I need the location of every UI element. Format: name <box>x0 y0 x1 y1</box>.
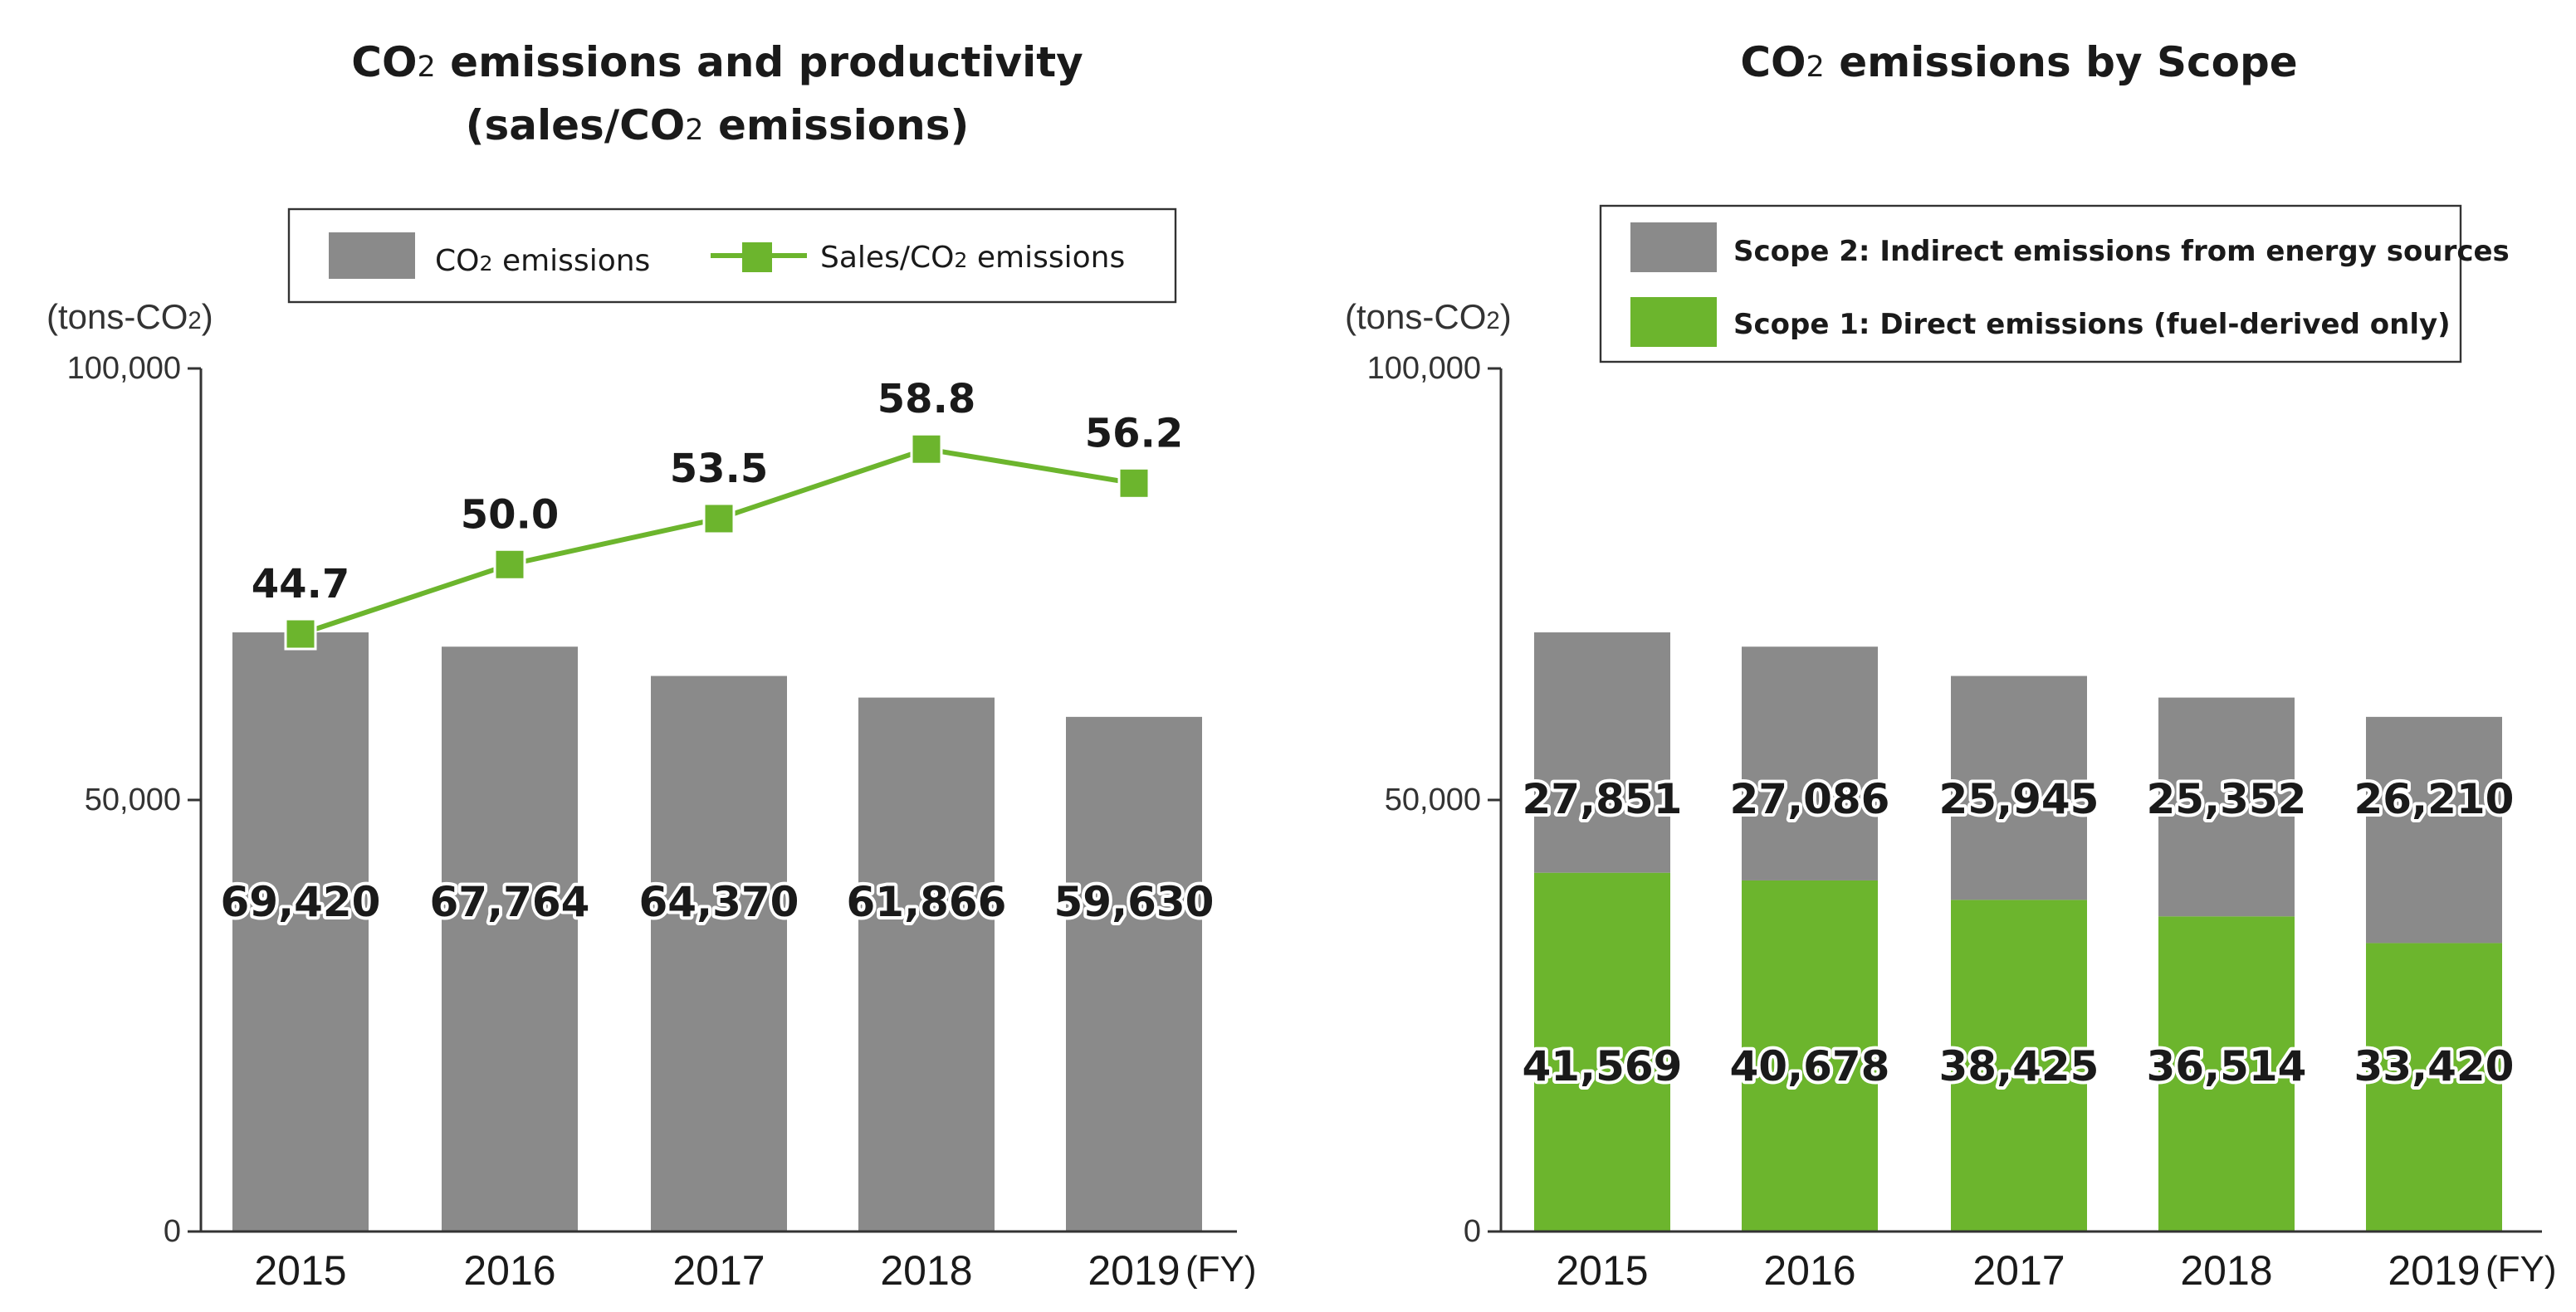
bar-label-scope1: 36,514 <box>2147 1042 2307 1090</box>
bar-label-scope2: 27,851 <box>1523 775 1683 823</box>
y-tick-label: 0 <box>1464 1214 1481 1249</box>
legend-label-scope1: Scope 1: Direct emissions (fuel-derived … <box>1733 308 2451 341</box>
bar-co2-2018 <box>858 697 995 1232</box>
bar-label-co2: 64,370 <box>639 878 799 926</box>
chart-title-line2-sub: 2 <box>685 114 703 147</box>
y-axis-title: (tons-CO2) <box>46 297 213 336</box>
legend-label-sales-part: emissions <box>967 241 1125 275</box>
legend-swatch-scope2 <box>1630 222 1717 272</box>
sales-co2-label: 58.8 <box>877 376 975 422</box>
bar-label-scope2: 25,945 <box>1939 775 2099 823</box>
legend-swatch-co2 <box>329 232 415 279</box>
y-tick-label: 50,000 <box>85 783 181 817</box>
bar-label-scope2: 25,352 <box>2147 775 2307 823</box>
y-tick-label: 50,000 <box>1385 783 1481 817</box>
x-tick-label: 2015 <box>1556 1247 1648 1294</box>
x-tick-label: 2017 <box>1972 1247 2065 1294</box>
legend-label-sales-part: Sales/CO <box>820 241 954 275</box>
x-tick-label: 2017 <box>672 1247 765 1294</box>
x-tick-label: 2016 <box>463 1247 555 1294</box>
y-axis-title-part: ) <box>1500 297 1512 336</box>
chart-title-part: emissions by Scope <box>1825 38 2298 86</box>
chart-title-line2: (sales/CO2 emissions) <box>466 101 970 149</box>
bar-co2-2016 <box>442 646 578 1232</box>
y-axis-title-sub: 2 <box>1486 307 1499 334</box>
legend-box <box>1599 204 2462 363</box>
legend-label-co2-part: emissions <box>493 244 651 278</box>
y-tick-label: 100,000 <box>1367 351 1481 386</box>
x-tick-label: 2015 <box>254 1247 346 1294</box>
sales-co2-point <box>910 432 943 466</box>
y-tick-label: 100,000 <box>67 351 181 386</box>
sales-co2-label: 50.0 <box>461 491 559 538</box>
legend-swatch-scope1 <box>1630 297 1717 347</box>
bar-scope2-2015 <box>1534 632 1670 873</box>
legend-label-sales: Sales/CO2 emissions <box>820 241 1125 275</box>
y-axis-title: (tons-CO2) <box>1345 297 1512 336</box>
x-axis-unit: (FY) <box>2486 1249 2557 1290</box>
x-tick-label: 2018 <box>2180 1247 2272 1294</box>
chart-title: CO2 emissions and productivity <box>351 38 1083 86</box>
chart-title-part: CO <box>1740 38 1806 86</box>
bar-scope2-2019 <box>2366 716 2502 944</box>
x-tick-label: 2019 <box>1088 1247 1180 1294</box>
legend-label-co2-part: CO <box>435 244 479 278</box>
bar-label-scope1: 40,678 <box>1730 1042 1890 1090</box>
bar-label-scope1: 33,420 <box>2354 1042 2515 1090</box>
bar-co2-2017 <box>651 676 787 1232</box>
sales-co2-point <box>284 617 317 651</box>
bar-scope1-2018 <box>2158 916 2295 1232</box>
bar-scope1-2016 <box>1742 880 1878 1232</box>
y-axis-title-part: ) <box>202 297 213 336</box>
chart-title-part: emissions and productivity <box>436 38 1083 86</box>
bar-scope1-2019 <box>2366 943 2502 1232</box>
x-tick-label: 2016 <box>1763 1247 1855 1294</box>
legend-label-co2-sub: 2 <box>479 251 492 276</box>
chart-title-sub: 2 <box>417 51 435 84</box>
legend-marker-sales <box>742 242 772 272</box>
bar-label-co2: 61,866 <box>847 878 1007 926</box>
legend-label-co2: CO2 emissions <box>435 244 650 278</box>
bar-label-scope2: 27,086 <box>1730 775 1890 823</box>
sales-co2-point <box>702 502 736 535</box>
x-tick-label: 2018 <box>880 1247 972 1294</box>
chart-title-line2-part: (sales/CO <box>466 101 686 149</box>
legend-label-scope2: Scope 2: Indirect emissions from energy … <box>1733 235 2510 268</box>
bar-label-scope1: 41,569 <box>1523 1042 1683 1090</box>
bar-label-scope1: 38,425 <box>1939 1042 2099 1090</box>
chart-title-sub: 2 <box>1806 51 1825 84</box>
y-axis-title-sub: 2 <box>188 307 201 334</box>
y-axis-title-part: (tons-CO <box>1345 297 1486 336</box>
sales-co2-label: 44.7 <box>252 561 349 607</box>
bar-scope2-2018 <box>2158 697 2295 917</box>
co2-productivity-chart: CO2 emissions and productivity(sales/CO2… <box>46 38 1257 1294</box>
bar-scope2-2017 <box>1951 676 2087 900</box>
bar-co2-2019 <box>1066 716 1202 1232</box>
y-tick-label: 0 <box>164 1214 181 1249</box>
chart-title: CO2 emissions by Scope <box>1740 38 2297 86</box>
chart-title-line2-part: emissions) <box>704 101 970 149</box>
bar-label-co2: 67,764 <box>430 878 590 926</box>
x-axis-unit: (FY) <box>1185 1249 1257 1290</box>
sales-co2-label: 56.2 <box>1085 410 1183 456</box>
bar-label-co2: 69,420 <box>221 878 381 926</box>
chart-title-part: CO <box>351 38 417 86</box>
bar-label-scope2: 26,210 <box>2354 775 2515 823</box>
sales-co2-point <box>1117 466 1151 500</box>
bar-scope1-2015 <box>1534 872 1670 1232</box>
y-axis-title-part: (tons-CO <box>46 297 188 336</box>
sales-co2-point <box>493 548 526 581</box>
bar-co2-2015 <box>232 632 369 1232</box>
legend-label-sales-sub: 2 <box>954 248 967 272</box>
x-tick-label: 2019 <box>2388 1247 2480 1294</box>
bar-scope1-2017 <box>1951 900 2087 1232</box>
bar-scope2-2016 <box>1742 646 1878 880</box>
sales-co2-label: 53.5 <box>670 446 768 492</box>
bar-label-co2: 59,630 <box>1054 878 1215 926</box>
